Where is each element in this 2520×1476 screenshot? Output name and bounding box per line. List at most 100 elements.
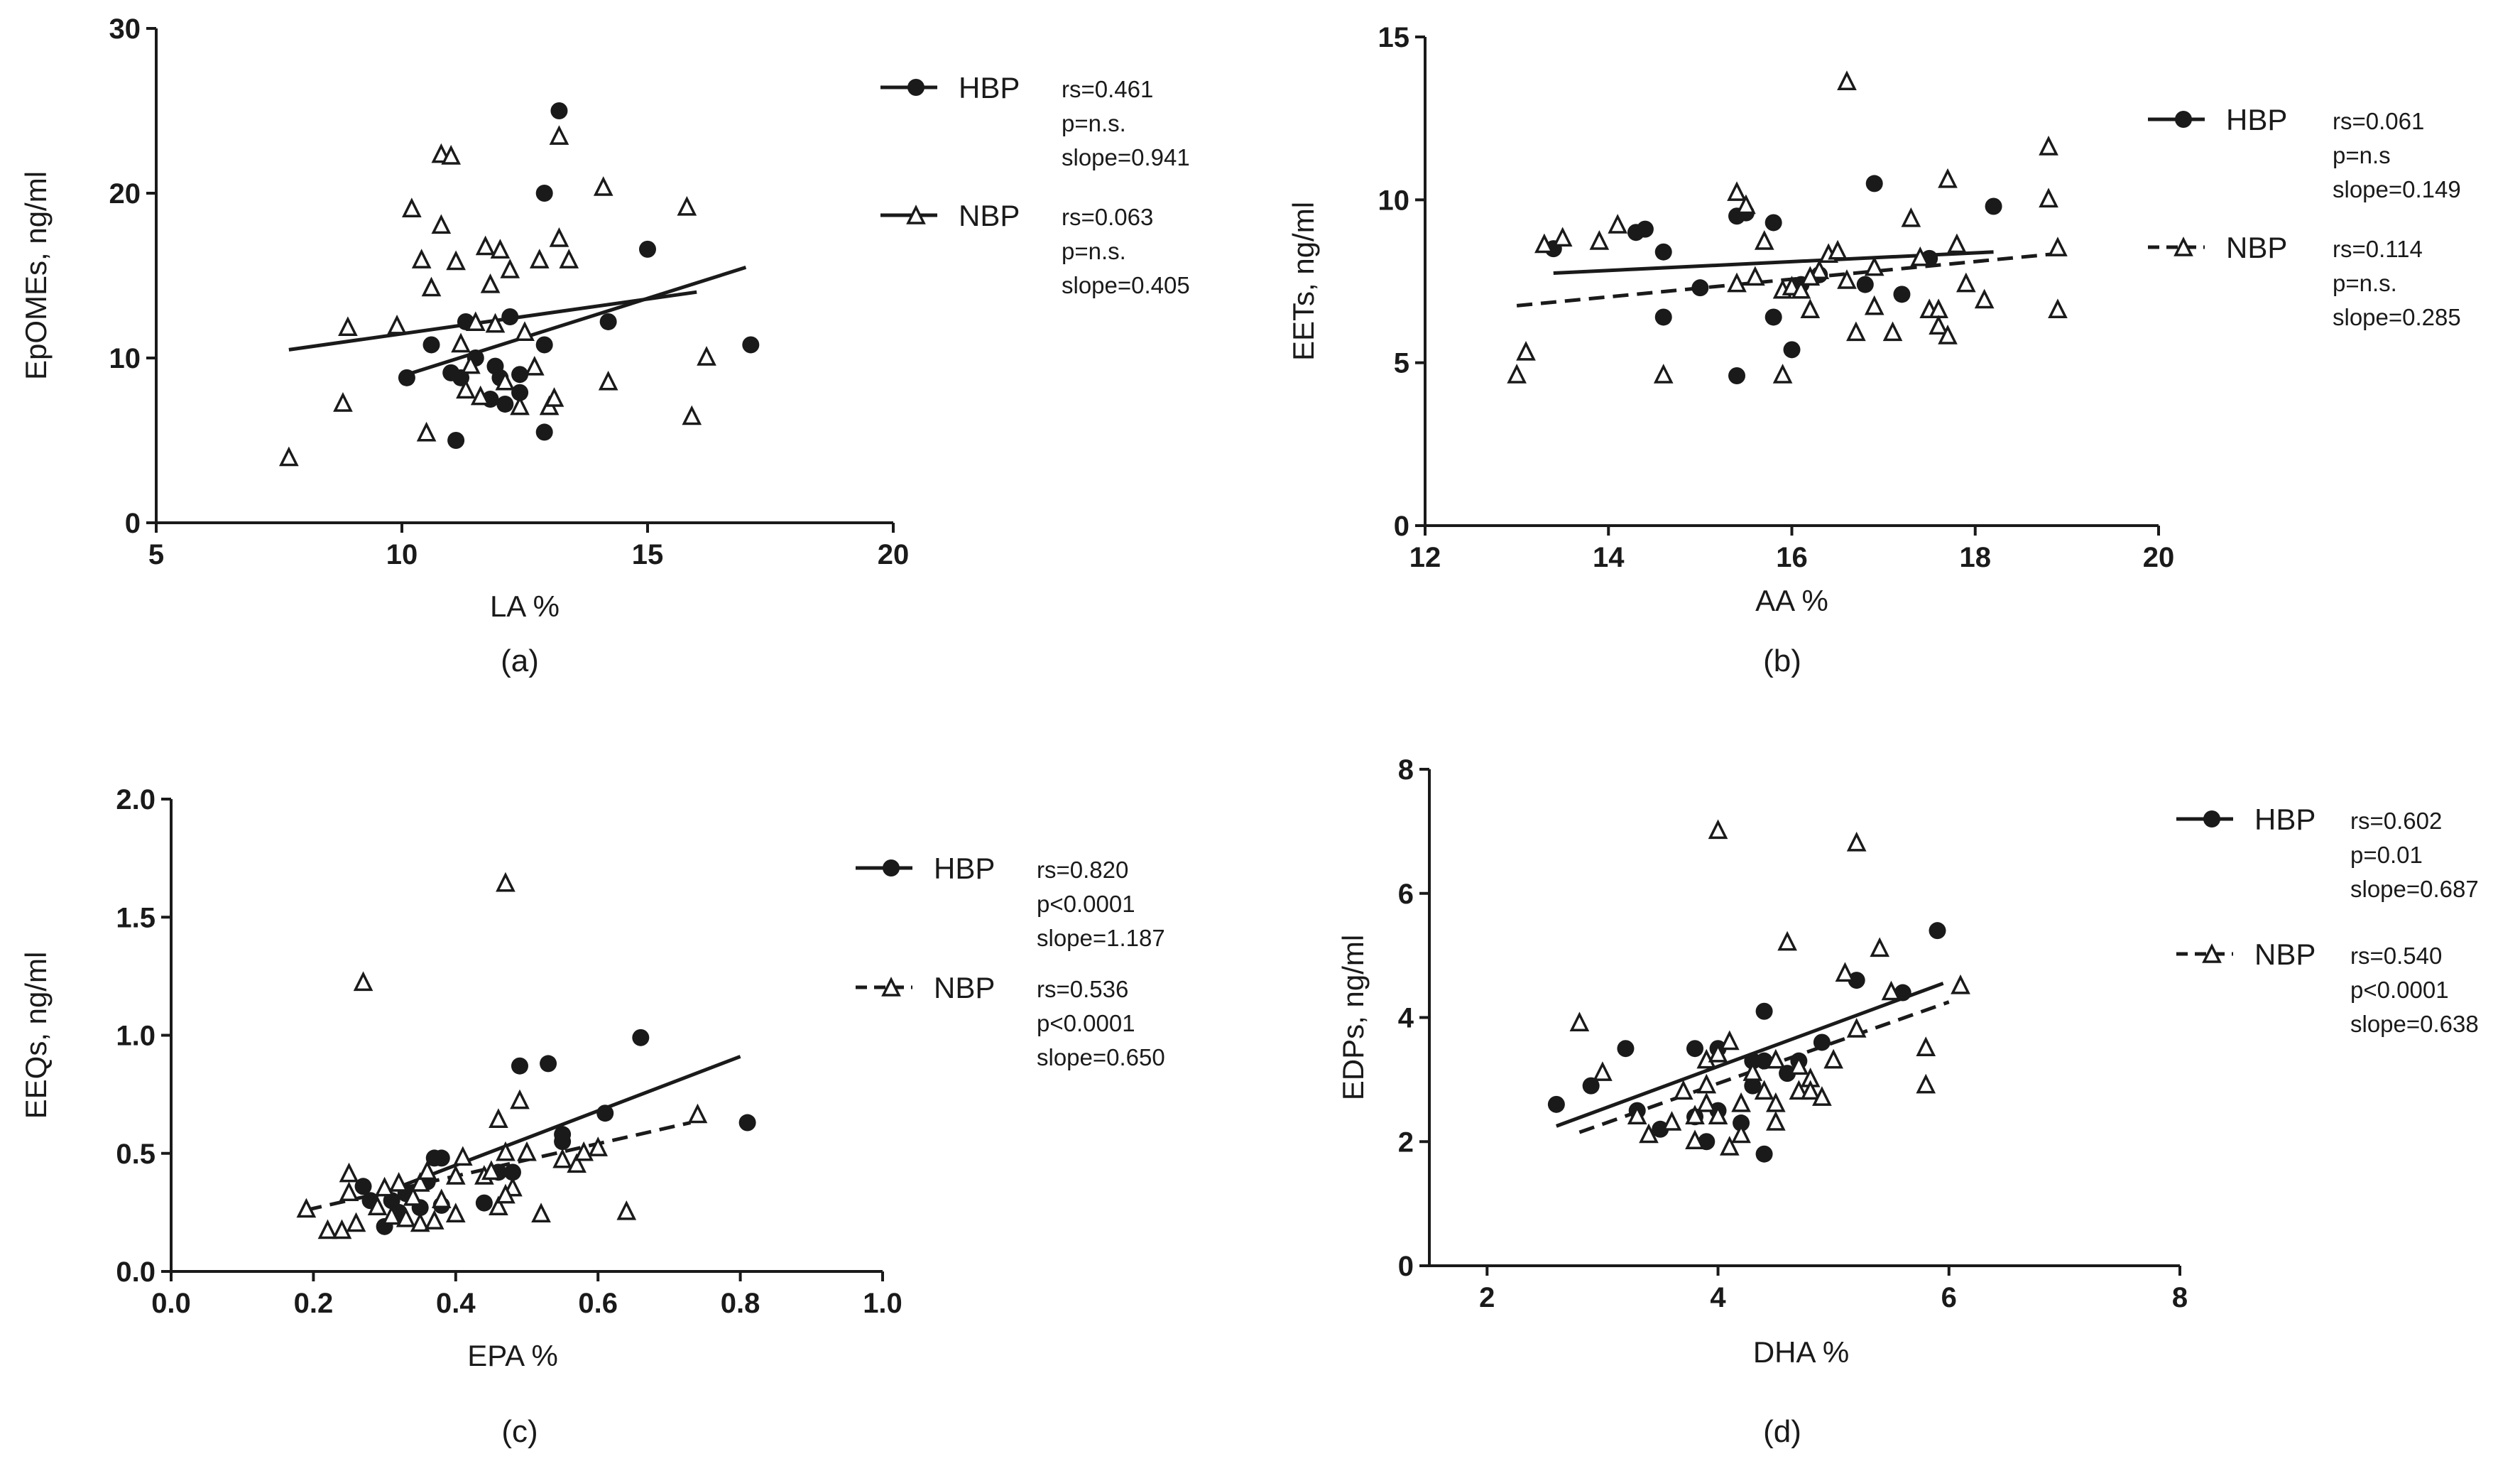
data-point-nbp <box>1766 1092 1786 1112</box>
data-point-nbp <box>338 316 358 336</box>
data-point-nbp <box>489 1108 508 1128</box>
data-point-hbp <box>742 336 760 354</box>
x-axis-label: DHA % <box>1753 1335 1849 1369</box>
data-point-nbp <box>1846 321 1866 342</box>
series-hbp <box>1547 922 1946 1163</box>
data-point-nbp <box>1736 194 1756 215</box>
series-nbp <box>279 125 716 467</box>
data-point-nbp <box>1766 1048 1786 1069</box>
data-point-nbp <box>1593 1061 1613 1081</box>
x-axis-label: LA % <box>490 590 560 623</box>
data-point-nbp <box>1685 1129 1705 1149</box>
data-point-nbp <box>367 1195 388 1215</box>
data-point-nbp <box>1938 325 1958 344</box>
data-point-nbp <box>1745 266 1765 286</box>
data-point-nbp <box>431 214 452 234</box>
stat-text: rs=0.820 <box>1037 857 1128 883</box>
legend-marker <box>2202 943 2222 963</box>
data-point-nbp <box>1627 1105 1647 1125</box>
data-point-hbp <box>1764 308 1782 326</box>
data-point-nbp <box>1731 1123 1751 1144</box>
stat-text: p<0.0001 <box>2350 977 2449 1003</box>
data-point-hbp <box>1779 1065 1796 1082</box>
data-point-hbp <box>1744 1077 1762 1095</box>
data-point-nbp <box>387 315 407 335</box>
legend-entry-hbp: HBP rs=0.602 p=0.01 slope=0.687 <box>2176 803 2479 902</box>
data-point-nbp <box>1800 1080 1821 1100</box>
y-tick-label: 2 <box>1398 1127 1414 1158</box>
data-point-nbp <box>353 971 373 992</box>
data-point-nbp <box>529 249 550 268</box>
series-nbp <box>1507 70 2068 384</box>
data-point-nbp <box>339 1181 359 1202</box>
data-point-hbp <box>535 423 553 441</box>
data-point-nbp <box>1846 831 1867 852</box>
data-point-nbp <box>431 1188 452 1208</box>
data-point-hbp <box>596 1105 614 1122</box>
data-point-nbp <box>452 1146 473 1166</box>
data-point-nbp <box>411 249 432 268</box>
data-point-nbp <box>510 1089 530 1109</box>
data-point-hbp <box>398 369 415 386</box>
data-point-nbp <box>567 1153 587 1173</box>
data-point-nbp <box>1754 1080 1774 1100</box>
data-point-nbp <box>2039 136 2058 156</box>
data-point-nbp <box>1653 364 1674 384</box>
x-tick-label: 6 <box>1941 1282 1957 1313</box>
x-tick-label: 0.2 <box>294 1288 334 1319</box>
data-point-nbp <box>1731 1092 1751 1112</box>
data-point-nbp <box>416 421 437 442</box>
data-point-nbp <box>381 1205 402 1225</box>
data-point-nbp <box>1823 1048 1843 1069</box>
data-point-hbp <box>1764 214 1782 232</box>
series-hbp <box>398 102 760 449</box>
data-point-nbp <box>1708 819 1728 840</box>
data-point-nbp <box>496 1183 516 1204</box>
legend-marker <box>2173 237 2193 256</box>
x-tick-label: 14 <box>1593 542 1625 573</box>
data-point-nbp <box>544 387 564 407</box>
legend-entry-nbp: NBP rs=0.536 p<0.0001 slope=0.650 <box>856 971 1165 1070</box>
data-point-nbp <box>1608 214 1627 234</box>
data-point-hbp <box>422 336 440 354</box>
data-point-nbp <box>451 332 471 353</box>
legend-label: NBP <box>2226 231 2287 264</box>
x-tick-label: 10 <box>386 539 418 570</box>
data-point-nbp <box>510 395 530 416</box>
data-point-nbp <box>1800 266 1821 286</box>
data-point-hbp <box>1893 286 1911 303</box>
legend-entry-nbp: NBP rs=0.114 p=n.s. slope=0.285 <box>2148 231 2461 330</box>
data-point-nbp <box>461 354 481 374</box>
stat-text: slope=0.650 <box>1037 1044 1165 1070</box>
data-point-nbp <box>500 259 520 278</box>
data-point-nbp <box>1835 962 1855 982</box>
data-point-hbp <box>1617 1040 1635 1058</box>
data-point-nbp <box>332 1219 352 1239</box>
data-point-nbp <box>1772 364 1793 384</box>
stat-text: slope=0.285 <box>2333 304 2461 330</box>
data-point-nbp <box>1956 272 1976 293</box>
data-point-nbp <box>598 370 618 391</box>
data-point-nbp <box>490 239 511 259</box>
data-point-nbp <box>1837 70 1857 90</box>
legend-marker <box>2175 111 2192 128</box>
x-tick-label: 15 <box>632 539 664 570</box>
x-tick-label: 2 <box>1479 1282 1495 1313</box>
x-tick-label: 0.4 <box>436 1288 476 1319</box>
chart-panel-c: 0.0 0.5 1.0 1.5 2.0 0.0 0.2 0.4 0.6 0.8 1.0 EPA % EE… <box>19 784 1165 1449</box>
data-point-nbp <box>279 446 299 467</box>
series-nbp <box>1569 819 1970 1156</box>
data-point-hbp <box>1755 1145 1773 1163</box>
data-point-nbp <box>1708 1105 1728 1125</box>
data-point-nbp <box>465 311 486 332</box>
data-point-hbp <box>639 240 656 258</box>
x-tick-label: 1.0 <box>863 1288 902 1319</box>
x-tick-label: 16 <box>1776 542 1808 573</box>
data-point-nbp <box>1864 256 1884 276</box>
data-point-hbp <box>475 1194 493 1212</box>
data-point-hbp <box>1654 308 1672 326</box>
y-tick-label: 8 <box>1398 754 1414 786</box>
data-point-nbp <box>1947 233 1967 254</box>
data-point-nbp <box>1929 315 1948 335</box>
data-point-nbp <box>1516 340 1536 361</box>
